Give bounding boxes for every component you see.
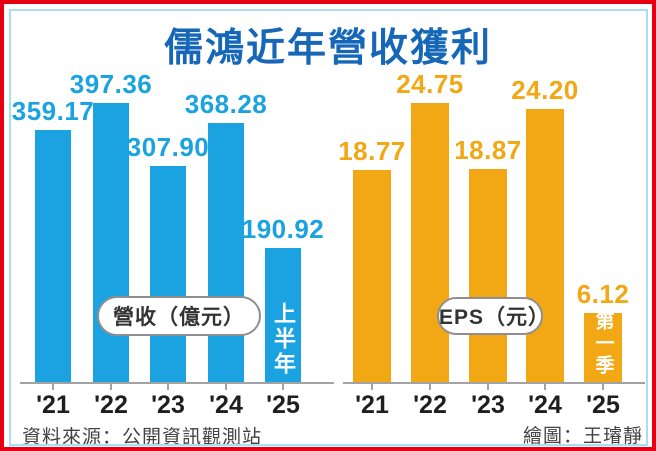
revenue-bar: 上半年 bbox=[265, 248, 301, 382]
axis-tick bbox=[52, 382, 54, 390]
data-source-text: 資料來源：公開資訊觀測站 bbox=[22, 427, 263, 448]
axis-year-label: '21 bbox=[36, 391, 70, 419]
eps-bar bbox=[526, 109, 564, 382]
eps-bar bbox=[469, 169, 507, 382]
axis-tick bbox=[167, 382, 169, 390]
axis-tick bbox=[371, 382, 373, 390]
eps-partial-period-tag: 第一季 bbox=[592, 311, 614, 377]
axis-tick bbox=[487, 382, 489, 390]
eps-bar bbox=[353, 170, 391, 382]
axis-year-label: '25 bbox=[266, 391, 300, 419]
axis-tick bbox=[110, 382, 112, 390]
axis-tick bbox=[602, 382, 604, 390]
revenue-value-label: 190.92 bbox=[241, 214, 325, 244]
revenue-partial-period-tag: 上半年 bbox=[271, 302, 296, 377]
axis-year-label: '21 bbox=[355, 391, 389, 419]
eps-value-label: 24.75 bbox=[396, 69, 464, 99]
axis-tick bbox=[225, 382, 227, 390]
revenue-value-label: 368.28 bbox=[184, 89, 268, 119]
revenue-unit-label: 營收（億元） bbox=[113, 306, 245, 329]
axis-tick bbox=[282, 382, 284, 390]
eps-bar bbox=[411, 103, 449, 382]
eps-x-axis bbox=[343, 382, 645, 384]
axis-year-label: '23 bbox=[471, 391, 505, 419]
eps-unit-pill: EPS（元） bbox=[437, 297, 551, 335]
revenue-bar bbox=[208, 123, 244, 382]
axis-year-label: '22 bbox=[413, 391, 447, 419]
revenue-value-label: 359.17 bbox=[11, 96, 95, 126]
revenue-value-label: 307.90 bbox=[126, 132, 210, 162]
axis-year-label: '25 bbox=[586, 391, 620, 419]
axis-year-label: '23 bbox=[151, 391, 185, 419]
axis-year-label: '24 bbox=[528, 391, 562, 419]
eps-value-label: 18.77 bbox=[338, 136, 406, 166]
axis-year-label: '22 bbox=[94, 391, 128, 419]
eps-value-label: 24.20 bbox=[511, 75, 579, 105]
revenue-x-axis bbox=[20, 382, 334, 384]
revenue-bar bbox=[150, 166, 186, 382]
revenue-bar bbox=[35, 130, 71, 382]
revenue-unit-pill: 營收（億元） bbox=[97, 296, 261, 336]
eps-bar: 第一季 bbox=[584, 311, 622, 382]
axis-tick bbox=[544, 382, 546, 390]
axis-tick bbox=[429, 382, 431, 390]
eps-value-label: 6.12 bbox=[576, 279, 630, 309]
axis-year-label: '24 bbox=[209, 391, 243, 419]
eps-unit-label: EPS（元） bbox=[439, 306, 551, 329]
revenue-value-label: 397.36 bbox=[69, 69, 153, 99]
eps-value-label: 18.87 bbox=[454, 135, 522, 165]
chart-title: 儒鴻近年營收獲利 bbox=[163, 27, 492, 70]
illustrator-credit-text: 繪圖：王璿靜 bbox=[522, 426, 643, 447]
